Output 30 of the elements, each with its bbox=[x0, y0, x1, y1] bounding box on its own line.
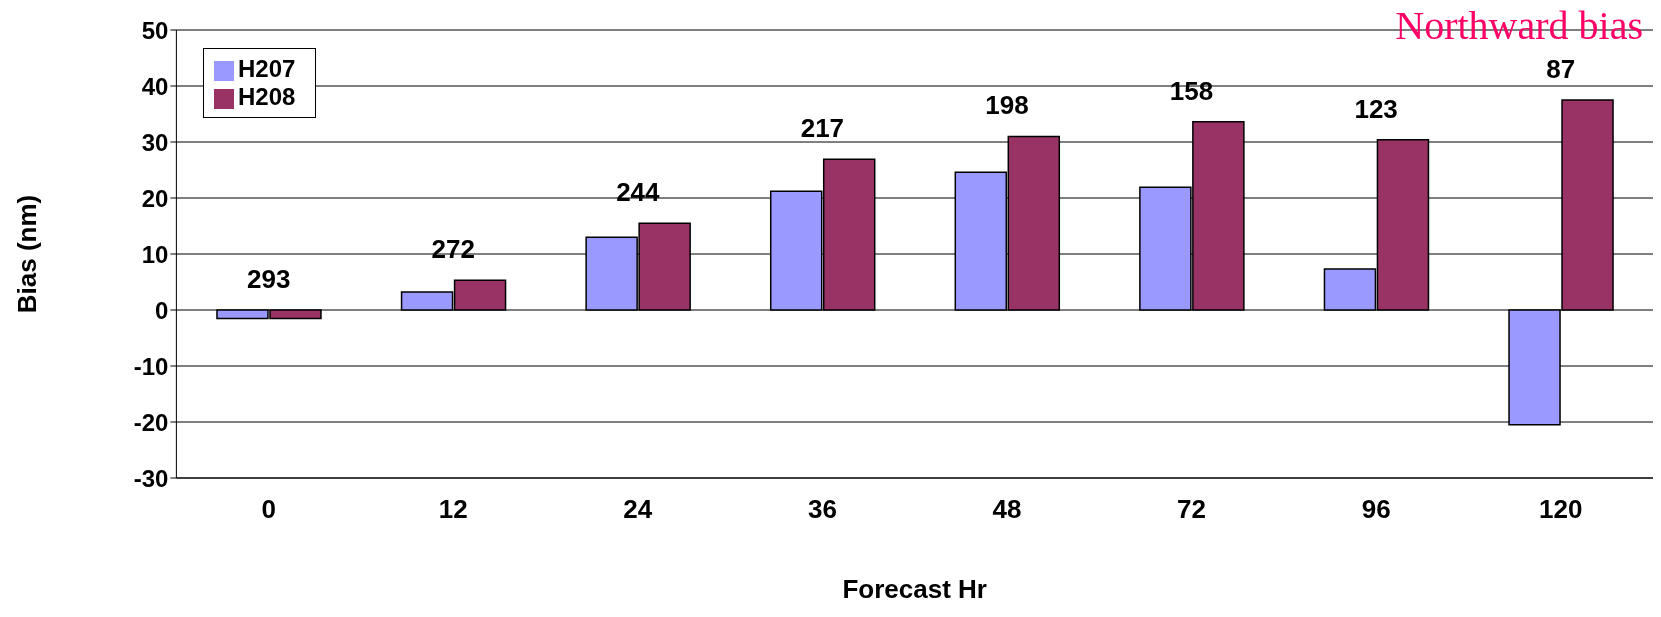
y-tick-label: 30 bbox=[141, 128, 169, 156]
x-tick-label: 24 bbox=[623, 494, 653, 525]
annotation: 87 bbox=[1546, 54, 1576, 84]
y-tick-label: 50 bbox=[141, 16, 169, 44]
annotation: 293 bbox=[246, 264, 291, 294]
y-tick-label: -30 bbox=[133, 464, 169, 492]
y-tick-label: 40 bbox=[141, 72, 169, 100]
annotation: 217 bbox=[800, 113, 845, 144]
annotation: 244 bbox=[616, 177, 661, 208]
x-tick-label: 0 bbox=[261, 494, 276, 525]
x-tick-label: 48 bbox=[992, 494, 1022, 525]
annotation: Northward bias bbox=[1395, 2, 1643, 49]
y-tick-label: 10 bbox=[141, 240, 169, 268]
annotation: 198 bbox=[985, 90, 1029, 121]
x-tick-label: 36 bbox=[807, 494, 837, 525]
x-tick-label: 72 bbox=[1177, 494, 1207, 525]
x-tick-label: 96 bbox=[1361, 494, 1391, 525]
annotation: 272 bbox=[431, 234, 475, 265]
y-tick-label: 0 bbox=[155, 296, 169, 324]
y-tick-label: -20 bbox=[133, 408, 169, 436]
legend-label: H208 bbox=[238, 83, 296, 110]
y-axis-title: Bias (nm) bbox=[11, 194, 42, 314]
x-tick-label: 120 bbox=[1539, 494, 1583, 525]
legend-label: H207 bbox=[238, 55, 296, 82]
y-tick-label: -10 bbox=[133, 352, 169, 380]
annotation: 158 bbox=[1169, 75, 1214, 106]
annotation: 123 bbox=[1354, 93, 1398, 124]
x-axis-title: Forecast Hr bbox=[842, 574, 987, 604]
y-tick-label: 20 bbox=[141, 184, 169, 212]
x-tick-label: 12 bbox=[438, 494, 468, 525]
